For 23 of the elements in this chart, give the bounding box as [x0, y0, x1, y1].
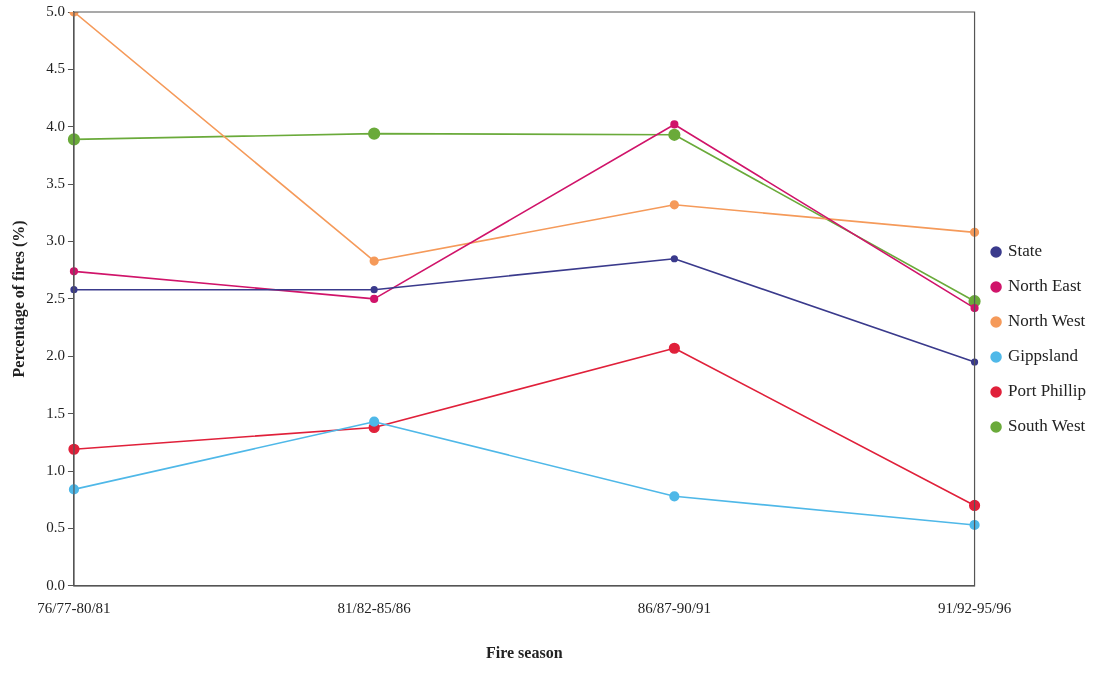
legend-label: North East: [1008, 276, 1082, 296]
y-tick-label: 0.5: [46, 519, 65, 536]
legend-label: State: [1008, 241, 1043, 261]
x-tick-label: 91/92-95/96: [937, 599, 1012, 616]
legend-label: Gippsland: [1008, 346, 1079, 366]
y-tick-label: 1.5: [46, 404, 65, 421]
y-tick-label: 4.5: [46, 60, 65, 77]
x-tick-label: 86/87-90/91: [637, 599, 712, 616]
legend-label: South West: [1008, 416, 1086, 436]
x-tick-label: 81/82-85/86: [337, 599, 412, 616]
y-tick-label: 0.0: [46, 576, 65, 593]
y-tick-label: 3.5: [46, 175, 65, 192]
x-tick-label: 76/77-80/81: [37, 599, 111, 616]
y-tick-label: 2.0: [46, 347, 65, 364]
y-axis-title: Percentage of fires (%): [9, 220, 28, 378]
y-tick-label: 1.0: [46, 461, 65, 478]
y-tick-label: 5.0: [46, 2, 65, 19]
legend-label: Port Phillip: [1008, 381, 1086, 401]
y-tick-label: 4.0: [46, 117, 65, 134]
y-tick-label: 2.5: [46, 289, 65, 306]
x-axis-title: Fire season: [485, 643, 563, 661]
legend-label: North West: [1008, 311, 1086, 331]
y-tick-label: 3.0: [46, 232, 65, 249]
